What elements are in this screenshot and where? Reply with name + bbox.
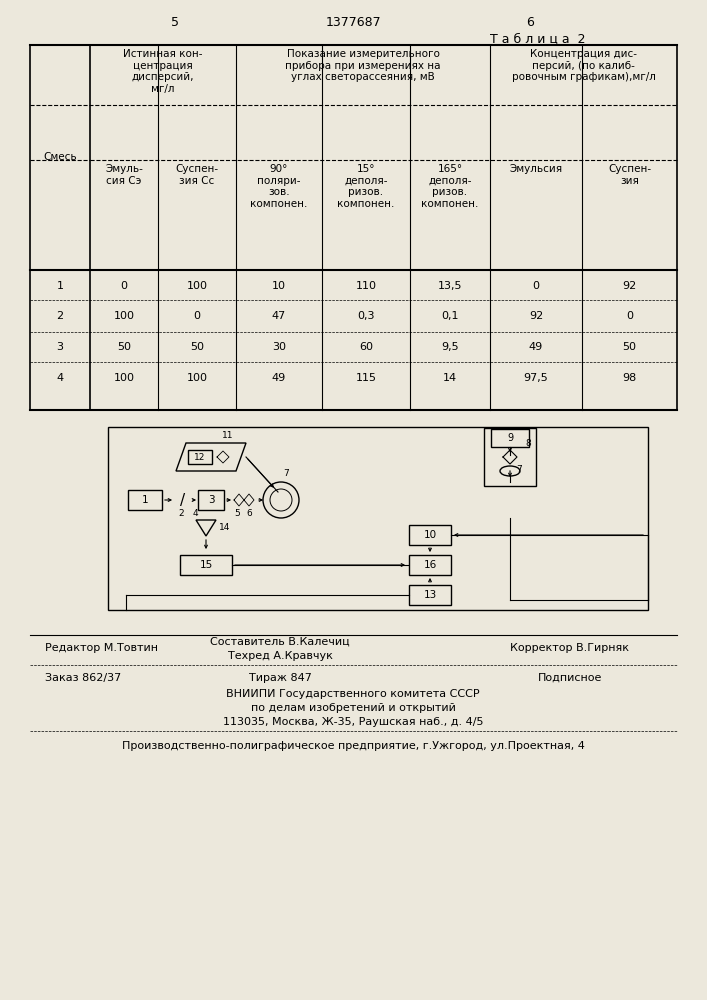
Text: Техред А.Кравчук: Техред А.Кравчук [228,651,332,661]
Bar [409,585,451,605]
Text: 100: 100 [114,311,134,321]
Text: 115: 115 [356,373,377,383]
Text: Тираж 847: Тираж 847 [249,673,312,683]
Text: Суспен-
зия: Суспен- зия [608,164,651,186]
Text: Эмуль-
сия Сэ: Эмуль- сия Сэ [105,164,143,186]
Bar [128,490,162,510]
Text: 0: 0 [532,281,539,291]
Text: 7: 7 [283,469,289,478]
Bar [484,428,536,486]
Text: 60: 60 [359,342,373,352]
Text: 6: 6 [246,508,252,518]
Bar [188,450,212,464]
Text: 98: 98 [622,373,636,383]
Text: 5: 5 [234,508,240,518]
Text: 49: 49 [529,342,543,352]
Bar [198,490,224,510]
Text: 7: 7 [516,466,522,475]
Text: Производственно-полиграфическое предприятие, г.Ужгород, ул.Проектная, 4: Производственно-полиграфическое предприя… [122,741,585,751]
Text: 6: 6 [526,16,534,29]
Text: 90°
поляри-
зов.
компонен.: 90° поляри- зов. компонен. [250,164,308,209]
Text: Редактор М.Товтин: Редактор М.Товтин [45,643,158,653]
Text: 110: 110 [356,281,377,291]
Bar [180,555,232,575]
Text: 49: 49 [272,373,286,383]
Text: 4: 4 [57,373,64,383]
Text: 12: 12 [194,452,206,462]
Text: 2: 2 [178,508,184,518]
Bar [409,525,451,545]
Text: 50: 50 [117,342,131,352]
Text: 100: 100 [114,373,134,383]
Text: 2: 2 [57,311,64,321]
Text: 5: 5 [171,16,179,29]
Text: 14: 14 [219,524,230,532]
Text: 1: 1 [57,281,64,291]
Text: 100: 100 [187,281,207,291]
Text: 14: 14 [443,373,457,383]
Text: 11: 11 [222,431,234,440]
Text: 13: 13 [423,590,437,600]
Text: 100: 100 [187,373,207,383]
Text: Подписное: Подписное [538,673,602,683]
Text: 47: 47 [272,311,286,321]
Text: Смесь: Смесь [43,152,77,162]
Text: 3: 3 [57,342,64,352]
Text: /: / [180,492,185,508]
Text: 0: 0 [120,281,127,291]
Text: 50: 50 [190,342,204,352]
Text: 0,1: 0,1 [441,311,459,321]
Text: 10: 10 [272,281,286,291]
Text: 13,5: 13,5 [438,281,462,291]
Text: Т а б л и ц а  2: Т а б л и ц а 2 [490,32,585,45]
Bar [409,555,451,575]
Text: Корректор В.Гирняк: Корректор В.Гирняк [510,643,629,653]
Text: 16: 16 [423,560,437,570]
Text: 0: 0 [626,311,633,321]
Text: Показание измерительного
прибора при измерениях на
углах светорассеяния, мВ: Показание измерительного прибора при изм… [285,49,440,82]
Text: 92: 92 [622,281,636,291]
Text: Заказ 862/37: Заказ 862/37 [45,673,121,683]
Text: 9: 9 [507,433,513,443]
Text: 1377687: 1377687 [325,16,381,29]
Text: 15: 15 [199,560,213,570]
Text: ВНИИПИ Государственного комитета СССР: ВНИИПИ Государственного комитета СССР [226,689,480,699]
Text: 165°
деполя-
ризов.
компонен.: 165° деполя- ризов. компонен. [421,164,479,209]
Text: 9,5: 9,5 [441,342,459,352]
Bar [108,427,648,610]
Text: 8: 8 [525,440,531,448]
Text: 10: 10 [423,530,436,540]
Text: Составитель В.Калечиц: Составитель В.Калечиц [210,637,350,647]
Bar [491,429,529,447]
Text: Истинная кон-
центрация
дисперсий,
мг/л: Истинная кон- центрация дисперсий, мг/л [123,49,203,94]
Text: по делам изобретений и открытий: по делам изобретений и открытий [250,703,455,713]
Text: 0: 0 [194,311,201,321]
Text: Суспен-
зия Сс: Суспен- зия Сс [175,164,218,186]
Text: 113035, Москва, Ж-35, Раушская наб., д. 4/5: 113035, Москва, Ж-35, Раушская наб., д. … [223,717,484,727]
Text: 3: 3 [208,495,214,505]
Text: 15°
деполя-
ризов.
компонен.: 15° деполя- ризов. компонен. [337,164,395,209]
Text: 92: 92 [529,311,543,321]
Text: 4: 4 [192,508,198,518]
Text: 97,5: 97,5 [524,373,549,383]
Text: 50: 50 [622,342,636,352]
Text: 30: 30 [272,342,286,352]
Text: 1: 1 [141,495,148,505]
Text: Концентрация дис-
персий, (по калиб-
ровочным графикам),мг/л: Концентрация дис- персий, (по калиб- ров… [512,49,655,82]
Text: 0,3: 0,3 [357,311,375,321]
Text: Эмульсия: Эмульсия [510,164,563,174]
